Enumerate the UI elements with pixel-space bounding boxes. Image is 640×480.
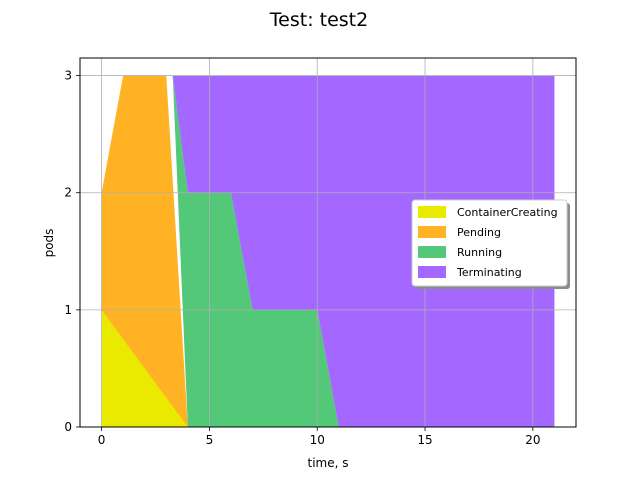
legend-label-terminating: Terminating <box>456 266 522 279</box>
y-tick-label: 1 <box>64 303 72 317</box>
x-axis-label: time, s <box>308 456 349 470</box>
legend-box <box>411 199 568 287</box>
x-tick-label: 15 <box>417 433 432 447</box>
legend-label-pending: Pending <box>457 226 501 239</box>
legend-label-running: Running <box>457 246 502 259</box>
x-tick-label: 0 <box>98 433 106 447</box>
plot-frame <box>79 57 577 428</box>
legend-swatch-pending <box>418 226 446 238</box>
y-axis-label: pods <box>42 229 56 258</box>
legend-swatch-containercreating <box>418 206 446 218</box>
y-tick-label: 0 <box>64 420 72 434</box>
x-axis-ticks: 0 5 10 15 20 <box>98 427 541 447</box>
legend-label-containercreating: ContainerCreating <box>457 206 558 219</box>
x-tick-label: 10 <box>310 433 325 447</box>
legend-swatch-terminating <box>418 266 446 278</box>
y-axis-ticks: 0 1 2 3 <box>64 69 80 434</box>
legend: ContainerCreating Pending Running Terminati… <box>411 199 570 289</box>
y-tick-label: 3 <box>64 69 72 83</box>
x-tick-label: 5 <box>206 433 214 447</box>
x-tick-label: 20 <box>525 433 540 447</box>
chart-title: Test: test2 <box>269 9 368 31</box>
area-running <box>172 75 339 427</box>
legend-swatch-running <box>418 246 446 258</box>
area-pending <box>101 75 188 427</box>
area-layer <box>101 75 555 427</box>
y-tick-label: 2 <box>64 186 72 200</box>
area-terminating <box>172 75 555 427</box>
